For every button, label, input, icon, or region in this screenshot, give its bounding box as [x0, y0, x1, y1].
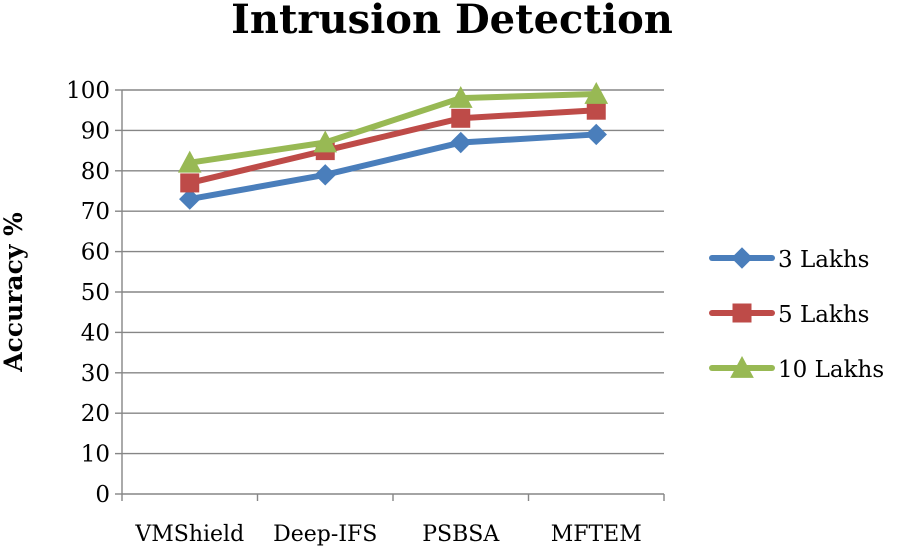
y-tick-label: 80 — [81, 159, 110, 185]
axes: 0 10 20 30 40 50 60 70 80 90 100 VMShield Deep-IFS PS… — [66, 78, 665, 547]
data-point — [180, 173, 200, 193]
y-axis-label: Accuracy % — [0, 212, 28, 373]
legend: 3 Lakhs 5 Lakhs 10 Lakhs — [709, 247, 884, 383]
series-3-lakhs — [179, 123, 607, 210]
data-point — [177, 150, 202, 173]
data-point — [314, 164, 336, 186]
data-point — [179, 188, 201, 210]
series-line — [186, 107, 600, 186]
legend-swatch-marker — [730, 355, 754, 378]
gridlines — [122, 89, 664, 455]
legend-label: 5 Lakhs — [778, 302, 869, 328]
chart-title: Intrusion Detection — [231, 0, 673, 43]
data-point — [448, 86, 473, 108]
series-5-lakhs — [180, 100, 606, 193]
series-10-lakhs — [177, 81, 609, 173]
x-tick-label: PSBSA — [422, 522, 500, 547]
legend-item: 10 Lakhs — [709, 355, 884, 383]
legend-swatch-marker — [732, 303, 752, 323]
y-tick-label: 10 — [81, 442, 110, 468]
data-point — [584, 81, 609, 104]
x-tick-label: VMShield — [134, 522, 244, 547]
legend-item: 5 Lakhs — [709, 302, 869, 328]
y-tick-label: 50 — [81, 280, 110, 306]
data-point — [451, 108, 471, 128]
data-point — [586, 100, 606, 120]
legend-label: 10 Lakhs — [778, 357, 884, 383]
y-tick-label: 90 — [81, 118, 110, 144]
x-tick-label: Deep-IFS — [273, 522, 377, 547]
data-point — [313, 130, 338, 153]
y-tick-label: 30 — [81, 361, 110, 387]
y-tick-label: 40 — [81, 320, 110, 346]
y-tick-label: 0 — [95, 482, 110, 508]
legend-swatch-marker — [731, 247, 753, 269]
series — [177, 81, 609, 210]
data-point — [450, 131, 472, 154]
series-line — [186, 91, 600, 166]
y-tick-label: 20 — [81, 401, 110, 427]
y-tick-label: 70 — [81, 199, 110, 225]
series-line — [186, 131, 600, 203]
data-point — [585, 123, 607, 146]
legend-label: 3 Lakhs — [778, 247, 869, 273]
y-tick-label: 100 — [66, 78, 110, 104]
legend-item: 3 Lakhs — [709, 247, 869, 273]
y-tick-label: 60 — [81, 240, 110, 266]
x-tick-label: MFTEM — [551, 522, 642, 547]
